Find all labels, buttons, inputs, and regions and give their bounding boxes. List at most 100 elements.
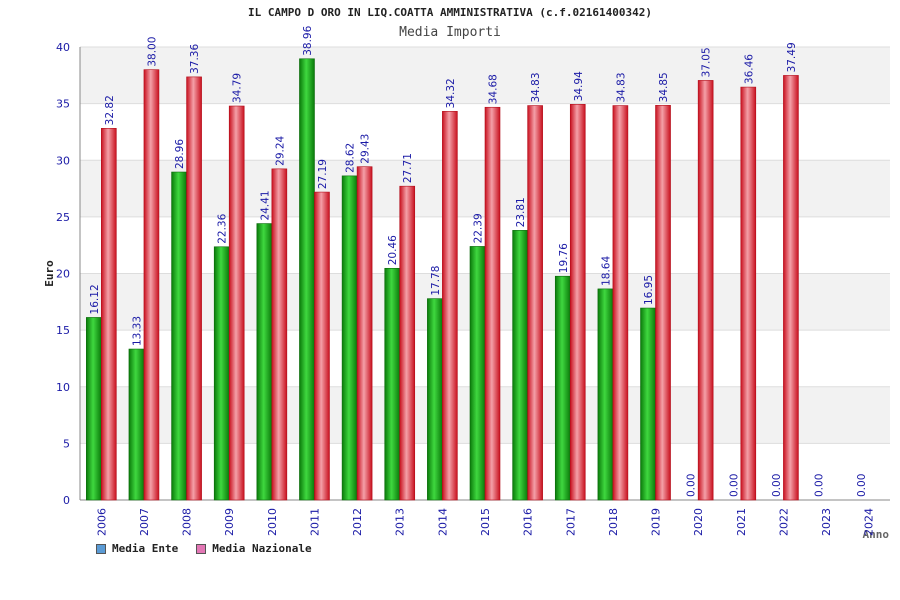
legend-label-media-nazionale: Media Nazionale <box>212 542 312 555</box>
data-label: 37.49 <box>786 42 798 72</box>
bar-media-ente <box>171 171 187 501</box>
bar-media-nazionale <box>399 185 416 501</box>
bar-media-ente <box>640 307 656 501</box>
x-tick-label: 2021 <box>735 508 748 536</box>
bar-media-nazionale <box>101 128 117 501</box>
bar-media-ente <box>86 317 102 501</box>
data-label: 27.19 <box>317 159 329 189</box>
legend-item-media-ente: Media Ente <box>96 542 178 555</box>
data-label: 28.96 <box>174 139 186 169</box>
data-label: 0.00 <box>771 474 783 497</box>
bar-media-nazionale <box>442 111 458 501</box>
bar-media-nazionale <box>314 191 330 501</box>
bar-media-nazionale <box>271 168 288 501</box>
x-tick-label: 2020 <box>692 508 705 536</box>
data-label: 0.00 <box>728 474 740 497</box>
x-axis-label: Anno <box>863 528 890 541</box>
data-label: 36.46 <box>743 54 755 84</box>
x-tick-label: 2011 <box>308 508 321 536</box>
bar-media-nazionale <box>527 105 543 501</box>
x-tick-label: 2019 <box>650 508 663 536</box>
bar-media-nazionale <box>612 105 629 501</box>
data-label: 28.62 <box>345 143 357 173</box>
data-label: 34.79 <box>232 73 244 103</box>
data-label: 32.82 <box>104 95 116 125</box>
bar-media-ente <box>597 288 614 501</box>
bar-media-ente <box>384 267 401 501</box>
y-tick-label: 30 <box>56 154 70 167</box>
x-tick-label: 2023 <box>820 508 833 536</box>
data-label: 19.76 <box>558 243 570 273</box>
bar-media-ente <box>341 175 358 501</box>
x-tick-label: 2007 <box>138 508 151 536</box>
x-tick-label: 2012 <box>351 508 364 536</box>
data-label: 18.64 <box>600 256 612 286</box>
y-tick-label: 35 <box>56 98 70 111</box>
x-tick-label: 2016 <box>522 508 535 536</box>
data-label: 38.00 <box>146 37 158 67</box>
bar-media-ente <box>213 246 230 501</box>
data-label: 34.83 <box>615 72 627 102</box>
bar-media-nazionale <box>783 75 799 501</box>
bar-media-nazionale <box>484 106 501 501</box>
bar-media-ente <box>299 58 315 501</box>
data-label: 13.33 <box>131 316 143 346</box>
data-label: 0.00 <box>856 474 868 497</box>
legend-item-media-nazionale: Media Nazionale <box>196 542 312 555</box>
bar-media-nazionale <box>228 105 245 501</box>
bar-media-ente <box>128 348 145 501</box>
data-label: 37.05 <box>701 47 713 77</box>
y-tick-label: 15 <box>56 324 70 337</box>
data-label: 38.96 <box>302 25 314 55</box>
bar-media-nazionale <box>697 80 714 501</box>
data-label: 34.83 <box>530 72 542 102</box>
data-label: 34.68 <box>488 74 500 104</box>
data-label: 34.85 <box>658 72 670 102</box>
bar-media-ente <box>554 275 571 501</box>
bar-media-nazionale <box>740 86 757 501</box>
y-tick-label: 10 <box>56 381 70 394</box>
y-tick-label: 0 <box>63 494 70 507</box>
data-label: 0.00 <box>686 474 698 497</box>
bar-media-nazionale <box>143 69 160 501</box>
y-tick-label: 20 <box>56 268 70 281</box>
data-label: 34.32 <box>445 78 457 108</box>
data-label: 16.95 <box>643 275 655 305</box>
bar-media-nazionale <box>569 104 586 501</box>
data-label: 29.24 <box>274 135 286 165</box>
data-label: 0.00 <box>814 474 826 497</box>
x-tick-label: 2018 <box>607 508 620 536</box>
bar-media-nazionale <box>186 76 202 501</box>
data-label: 16.12 <box>89 284 101 314</box>
data-label: 22.36 <box>217 213 229 243</box>
bar-media-ente <box>427 298 443 501</box>
x-tick-label: 2009 <box>223 508 236 536</box>
legend-label-media-ente: Media Ente <box>112 542 179 555</box>
x-tick-label: 2014 <box>436 508 449 536</box>
bar-media-ente <box>512 230 528 501</box>
data-label: 29.43 <box>360 134 372 164</box>
bar-media-nazionale <box>655 105 671 501</box>
data-label: 20.46 <box>387 235 399 265</box>
y-tick-label: 40 <box>56 41 70 54</box>
chart-subtitle: Media Importi <box>399 25 501 40</box>
data-label: 27.71 <box>402 153 414 183</box>
y-axis-label: Euro <box>43 260 56 287</box>
legend-swatch-media-nazionale <box>196 543 207 554</box>
data-label: 34.94 <box>573 71 585 101</box>
legend-swatch-media-ente <box>96 543 106 554</box>
x-tick-label: 2022 <box>777 508 790 536</box>
x-tick-label: 2006 <box>95 508 108 536</box>
y-tick-label: 25 <box>56 211 70 224</box>
x-tick-label: 2015 <box>479 508 492 536</box>
data-label: 23.81 <box>515 197 527 227</box>
data-label: 22.39 <box>473 213 485 243</box>
bar-media-nazionale <box>356 166 373 501</box>
x-tick-label: 2017 <box>564 508 577 536</box>
y-tick-label: 5 <box>63 437 70 450</box>
bar-media-ente <box>256 223 273 501</box>
x-tick-label: 2008 <box>181 508 194 536</box>
x-tick-label: 2024 <box>863 508 876 536</box>
chart-legend: Media Ente Media Nazionale <box>96 542 312 555</box>
